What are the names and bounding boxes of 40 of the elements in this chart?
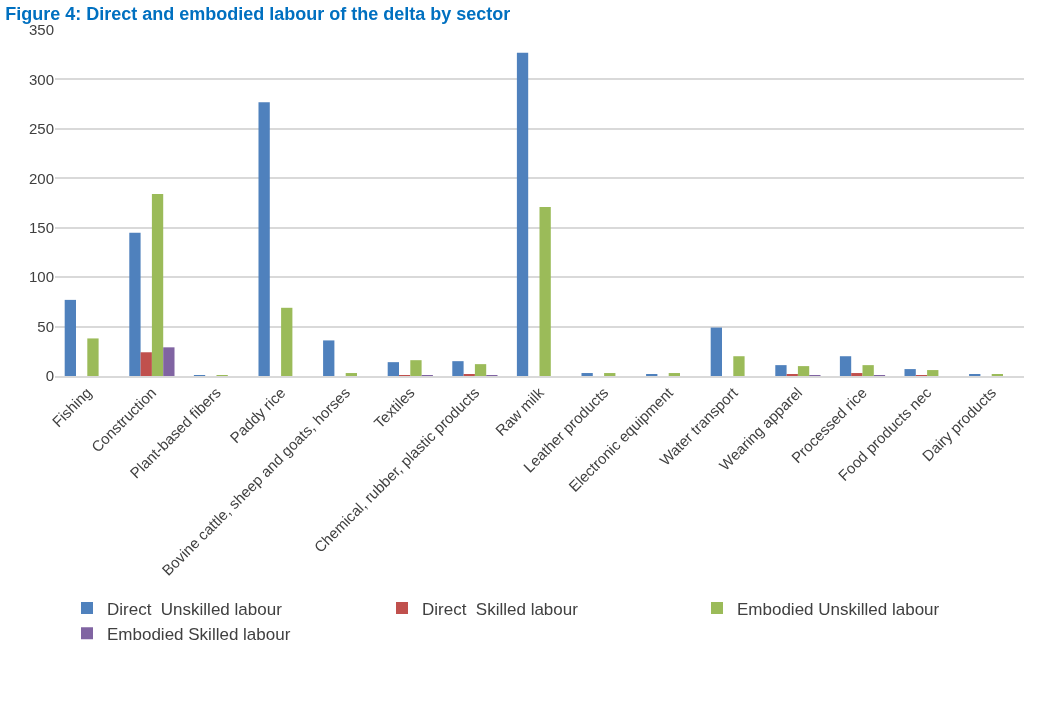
bar [452, 361, 464, 376]
bar [516, 52, 529, 376]
y-tick-label: 150 [28, 218, 54, 236]
legend-label: Embodied Skilled labour [107, 624, 291, 644]
bar [258, 102, 270, 376]
bar [323, 340, 335, 376]
bar [862, 365, 874, 376]
chart-title: Figure 4: Direct and embodied labour of the delta by sector [5, 3, 511, 24]
legend-label: Embodied Unskilled labour [737, 599, 940, 619]
bar [927, 370, 939, 376]
bar [581, 373, 593, 376]
bar [668, 373, 681, 376]
bar [129, 232, 141, 376]
bar [474, 364, 487, 376]
bar [733, 356, 745, 376]
bar [151, 194, 164, 376]
y-tick-label: 250 [28, 120, 54, 138]
y-tick-label: 100 [28, 268, 54, 286]
bar [163, 347, 175, 376]
y-tick-label: 50 [37, 317, 54, 335]
bar [281, 307, 293, 376]
bar [87, 338, 99, 376]
legend-label: Direct Skilled labour [422, 599, 579, 619]
bar [64, 299, 76, 376]
y-tick-label: 300 [28, 70, 54, 88]
bar [140, 352, 152, 376]
legend-label: Direct Unskilled labour [107, 599, 283, 619]
y-tick-label: 200 [28, 169, 54, 187]
bar [604, 373, 616, 376]
bar [904, 369, 916, 376]
bar [839, 356, 852, 376]
bar [539, 206, 551, 376]
bar [710, 327, 722, 376]
y-tick-label: 0 [45, 367, 54, 385]
bar [387, 362, 399, 376]
bar [345, 373, 358, 376]
bar [775, 365, 787, 376]
bar [410, 360, 422, 376]
bar [797, 366, 810, 376]
bar [851, 373, 863, 376]
